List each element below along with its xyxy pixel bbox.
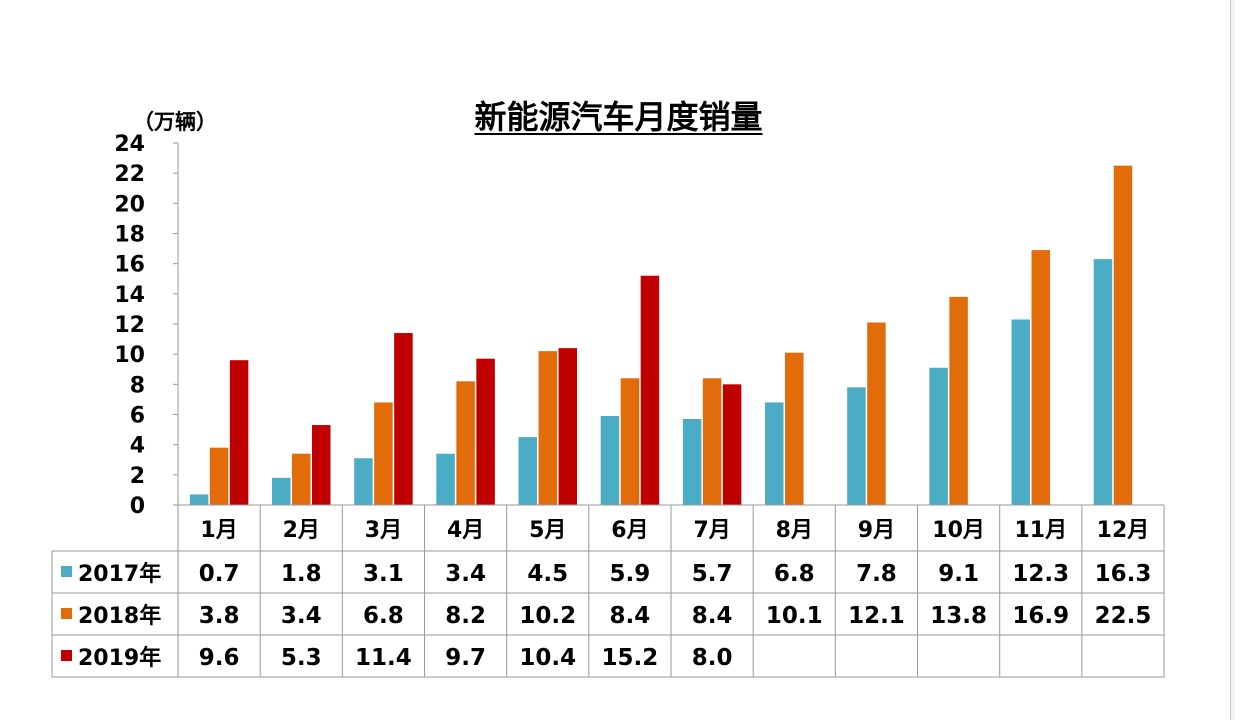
data-label: 10.4 bbox=[519, 645, 576, 671]
x-category-label: 1月 bbox=[200, 518, 237, 543]
bar-2018年-7月 bbox=[702, 378, 722, 505]
y-tick-label: 6 bbox=[130, 404, 145, 429]
x-category-label: 11月 bbox=[1014, 518, 1067, 543]
data-label: 8.4 bbox=[610, 603, 651, 629]
bar-2018年-5月 bbox=[538, 351, 558, 505]
data-label: 13.8 bbox=[930, 603, 987, 629]
bar-2019年-2月 bbox=[312, 425, 331, 505]
bar-2017年-2月 bbox=[272, 477, 291, 505]
y-tick-label: 24 bbox=[114, 132, 145, 157]
bar-2018年-10月 bbox=[949, 296, 968, 505]
y-tick-label: 4 bbox=[130, 434, 145, 459]
y-axis-unit-label: （万辆） bbox=[133, 110, 217, 134]
data-label: 0.7 bbox=[199, 561, 240, 587]
bar-2017年-8月 bbox=[765, 402, 784, 505]
data-label: 10.2 bbox=[519, 603, 576, 629]
y-tick-label: 12 bbox=[114, 313, 145, 338]
y-tick-label: 18 bbox=[114, 223, 145, 248]
y-tick-label: 0 bbox=[130, 494, 145, 519]
x-category-label: 4月 bbox=[447, 518, 484, 543]
bar-2018年-11月 bbox=[1031, 250, 1051, 505]
x-category-label: 8月 bbox=[776, 518, 813, 543]
data-label: 10.1 bbox=[766, 603, 823, 629]
bar-2018年-2月 bbox=[292, 453, 311, 505]
data-label: 11.4 bbox=[355, 645, 412, 671]
y-tick-label: 22 bbox=[114, 162, 145, 187]
data-label: 9.7 bbox=[445, 645, 486, 671]
x-category-label: 3月 bbox=[365, 518, 402, 543]
data-label: 3.4 bbox=[445, 561, 486, 587]
x-category-label: 6月 bbox=[611, 518, 648, 543]
bar-2017年-4月 bbox=[436, 453, 455, 505]
bar-2017年-10月 bbox=[929, 367, 948, 505]
chart-title: 新能源汽车月度销量 bbox=[0, 92, 1235, 138]
data-label: 3.8 bbox=[199, 603, 240, 629]
data-label: 16.3 bbox=[1095, 561, 1152, 587]
legend-key-2017年 bbox=[61, 566, 72, 577]
bar-2018年-8月 bbox=[785, 352, 804, 505]
data-label: 3.4 bbox=[281, 603, 322, 629]
bar-2017年-1月 bbox=[189, 494, 209, 505]
x-category-label: 2月 bbox=[283, 518, 320, 543]
data-label: 15.2 bbox=[602, 645, 659, 671]
data-label: 22.5 bbox=[1095, 603, 1152, 629]
y-tick-label: 16 bbox=[114, 253, 145, 278]
bar-2017年-3月 bbox=[354, 458, 373, 505]
data-label: 6.8 bbox=[363, 603, 404, 629]
x-category-label: 7月 bbox=[693, 518, 730, 543]
y-tick-label: 2 bbox=[130, 464, 145, 489]
bar-2017年-5月 bbox=[518, 437, 538, 505]
legend-key-2019年 bbox=[61, 650, 72, 661]
legend-label: 2018年 bbox=[78, 603, 161, 629]
bar-2019年-5月 bbox=[558, 348, 578, 505]
bar-2019年-7月 bbox=[722, 384, 742, 505]
bar-2017年-12月 bbox=[1093, 259, 1113, 505]
legend-label: 2017年 bbox=[78, 561, 161, 587]
data-label: 5.9 bbox=[610, 561, 651, 587]
bar-2017年-6月 bbox=[600, 416, 620, 505]
bar-2018年-1月 bbox=[209, 447, 229, 505]
data-label: 3.1 bbox=[363, 561, 404, 587]
y-tick-label: 14 bbox=[114, 283, 145, 308]
x-category-label: 12月 bbox=[1097, 518, 1150, 543]
y-tick-label: 10 bbox=[114, 343, 145, 368]
bar-2018年-4月 bbox=[456, 381, 475, 505]
x-category-label: 5月 bbox=[529, 518, 566, 543]
bar-2018年-12月 bbox=[1113, 165, 1133, 505]
bar-2017年-11月 bbox=[1011, 319, 1031, 505]
bar-2019年-3月 bbox=[394, 333, 413, 505]
bar-2019年-6月 bbox=[640, 275, 660, 505]
data-label: 9.1 bbox=[938, 561, 979, 587]
data-label: 12.3 bbox=[1012, 561, 1069, 587]
data-label: 12.1 bbox=[848, 603, 905, 629]
data-label: 1.8 bbox=[281, 561, 322, 587]
window-right-edge bbox=[1230, 0, 1235, 720]
chart-title-text: 新能源汽车月度销量 bbox=[474, 98, 763, 136]
legend-label: 2019年 bbox=[78, 645, 161, 671]
data-label: 16.9 bbox=[1012, 603, 1069, 629]
x-category-label: 10月 bbox=[932, 518, 985, 543]
data-label: 5.3 bbox=[281, 645, 322, 671]
y-tick-label: 20 bbox=[114, 192, 145, 217]
bar-2018年-9月 bbox=[867, 322, 886, 505]
bar-2019年-4月 bbox=[476, 358, 495, 505]
data-label: 5.7 bbox=[692, 561, 733, 587]
legend-key-2018年 bbox=[61, 608, 72, 619]
data-label: 4.5 bbox=[527, 561, 568, 587]
data-label: 6.8 bbox=[774, 561, 815, 587]
bar-2019年-1月 bbox=[229, 360, 249, 505]
bar-2017年-7月 bbox=[682, 419, 702, 505]
data-label: 8.0 bbox=[692, 645, 733, 671]
bar-2018年-3月 bbox=[374, 402, 393, 505]
y-tick-label: 8 bbox=[130, 373, 145, 398]
data-label: 7.8 bbox=[856, 561, 897, 587]
x-category-label: 9月 bbox=[858, 518, 895, 543]
data-label: 9.6 bbox=[199, 645, 240, 671]
bar-2018年-6月 bbox=[620, 378, 640, 505]
data-label: 8.2 bbox=[445, 603, 486, 629]
data-label: 8.4 bbox=[692, 603, 733, 629]
bar-2017年-9月 bbox=[847, 387, 866, 505]
